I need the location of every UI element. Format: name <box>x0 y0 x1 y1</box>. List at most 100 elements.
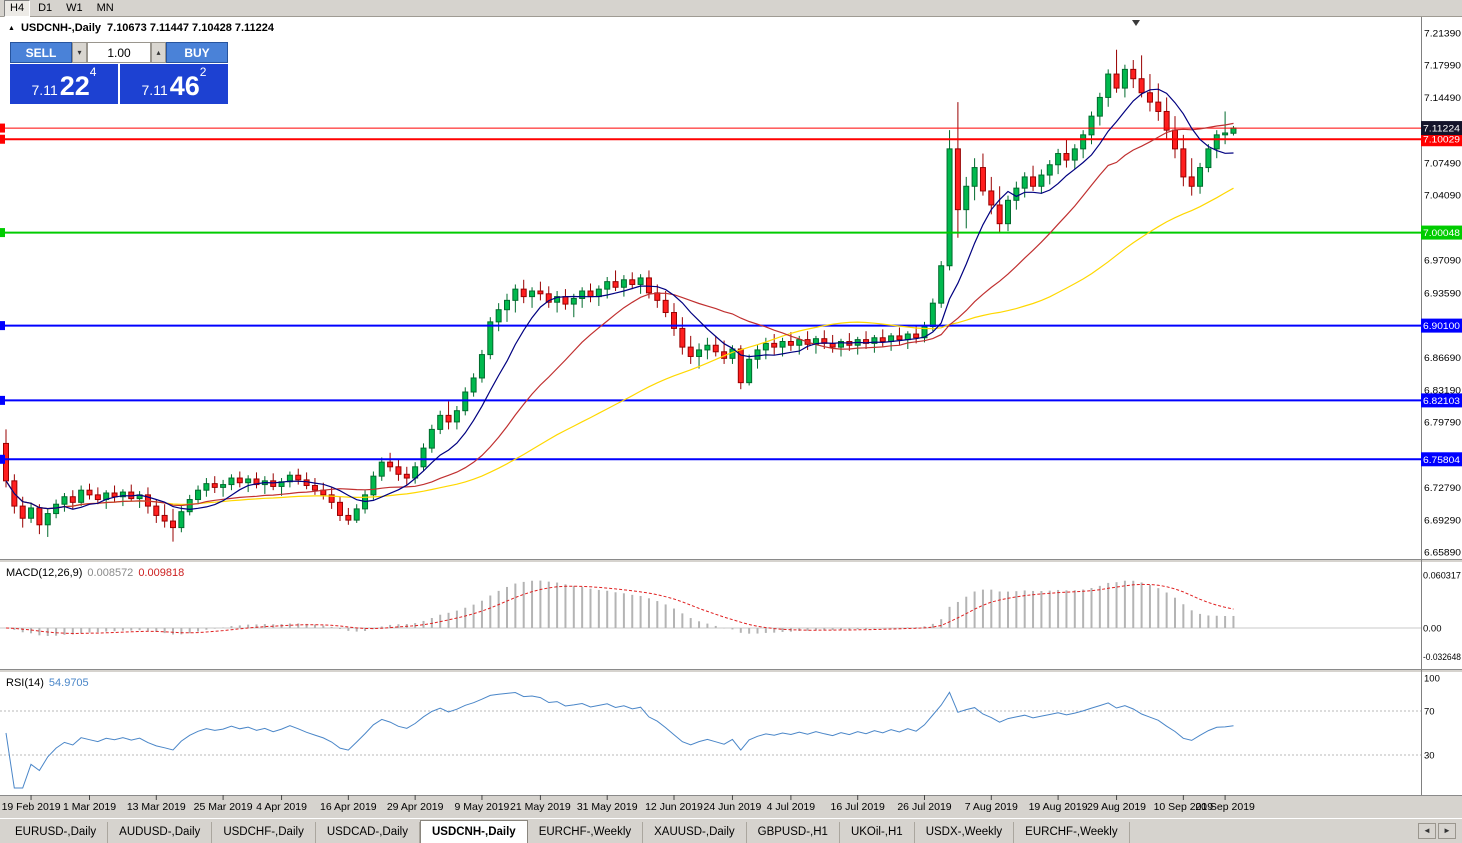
svg-text:16 Apr 2019: 16 Apr 2019 <box>320 801 377 813</box>
ohlc-values: 7.10673 7.11447 7.10428 7.11224 <box>107 22 275 34</box>
svg-text:4 Jul 2019: 4 Jul 2019 <box>767 801 816 813</box>
tab-xauusd-daily[interactable]: XAUUSD-,Daily <box>643 822 747 843</box>
line-left-marker <box>0 134 5 144</box>
price-tag <box>1421 121 1462 136</box>
tabs-scroll-right-icon[interactable]: ► <box>1438 823 1456 839</box>
tab-usdx-weekly[interactable]: USDX-,Weekly <box>915 822 1015 843</box>
svg-text:7.00048: 7.00048 <box>1423 228 1460 239</box>
symbol-marker-icon: ▲ <box>8 24 15 32</box>
svg-text:30: 30 <box>1424 751 1435 762</box>
buy-price-block[interactable]: 7.11 46 2 <box>120 64 228 104</box>
svg-text:19 Feb 2019: 19 Feb 2019 <box>2 801 61 813</box>
svg-text:6.72790: 6.72790 <box>1424 483 1461 494</box>
tab-usdcad-daily[interactable]: USDCAD-,Daily <box>316 822 420 843</box>
svg-text:20 Sep 2019: 20 Sep 2019 <box>1195 801 1255 813</box>
buy-price-sup: 2 <box>199 65 207 79</box>
svg-text:70: 70 <box>1424 707 1435 718</box>
volume-increase-button[interactable]: ▴ <box>151 42 166 63</box>
tabs-scroll-left-icon[interactable]: ◄ <box>1418 823 1436 839</box>
svg-text:6.93590: 6.93590 <box>1424 288 1461 299</box>
macd-signal-value: 0.009818 <box>138 567 185 579</box>
ma-45-line <box>5 187 1234 510</box>
svg-text:6.83190: 6.83190 <box>1424 386 1461 397</box>
tab-gbpusd-h1[interactable]: GBPUSD-,H1 <box>747 822 840 843</box>
buy-price-big: 46 <box>169 71 200 101</box>
svg-text:6.82103: 6.82103 <box>1423 396 1460 407</box>
svg-text:6.75804: 6.75804 <box>1423 455 1460 466</box>
rsi-value: 54.9705 <box>48 677 89 689</box>
tab-scroll-controls: ◄ ► <box>1418 823 1462 843</box>
price-panel <box>0 49 1421 542</box>
tab-eurchf-weekly[interactable]: EURCHF-,Weekly <box>528 822 644 843</box>
tab-ukoil-h1[interactable]: UKOil-,H1 <box>840 822 915 843</box>
volume-input[interactable] <box>87 42 151 63</box>
price-tag <box>1421 393 1462 408</box>
buy-price-small: 7.11 <box>141 82 168 98</box>
svg-text:-0.032648: -0.032648 <box>1423 652 1461 663</box>
chart-title: ▲ USDCNH-,Daily 7.10673 7.11447 7.10428 … <box>8 22 274 34</box>
svg-text:21 May 2019: 21 May 2019 <box>510 801 571 813</box>
svg-text:10 Sep 2019: 10 Sep 2019 <box>1154 801 1214 813</box>
chart-shift-icon <box>1132 20 1140 26</box>
sell-price-block[interactable]: 7.11 22 4 <box>10 64 118 104</box>
svg-text:7.10029: 7.10029 <box>1423 135 1460 146</box>
svg-text:31 May 2019: 31 May 2019 <box>577 801 638 813</box>
svg-text:16 Jul 2019: 16 Jul 2019 <box>831 801 885 813</box>
price-tag <box>1421 225 1462 240</box>
trade-prices-row: 7.11 22 4 7.11 46 2 <box>10 64 228 104</box>
svg-text:9 May 2019: 9 May 2019 <box>455 801 510 813</box>
svg-text:24 Jun 2019: 24 Jun 2019 <box>704 801 762 813</box>
timeframe-d1-button[interactable]: D1 <box>38 1 53 14</box>
svg-text:29 Aug 2019: 29 Aug 2019 <box>1087 801 1146 813</box>
svg-text:7.11224: 7.11224 <box>1423 124 1460 135</box>
rsi-name: RSI(14) <box>6 677 44 689</box>
svg-text:26 Jul 2019: 26 Jul 2019 <box>897 801 951 813</box>
svg-text:7 Aug 2019: 7 Aug 2019 <box>965 801 1018 813</box>
tab-audusd-daily[interactable]: AUDUSD-,Daily <box>108 822 213 843</box>
line-left-marker <box>0 228 5 238</box>
trade-controls-row: SELL ▾ ▴ BUY <box>10 42 228 63</box>
macd-name: MACD(12,26,9) <box>6 567 83 579</box>
svg-text:19 Aug 2019: 19 Aug 2019 <box>1029 801 1088 813</box>
timeframe-w1-button[interactable]: W1 <box>66 1 83 14</box>
tab-eurusd-daily[interactable]: EURUSD-,Daily <box>4 822 109 843</box>
chart-tabs-bar: EURUSD-,Daily AUDUSD-,Daily USDCHF-,Daily U… <box>0 818 1462 843</box>
svg-text:7.21390: 7.21390 <box>1424 29 1461 40</box>
price-tag <box>1421 318 1462 333</box>
rsi-panel <box>0 691 1421 789</box>
tab-usdchf-daily[interactable]: USDCHF-,Daily <box>212 822 316 843</box>
price-tag <box>1421 452 1462 467</box>
sell-button[interactable]: SELL <box>10 42 72 63</box>
svg-text:29 Apr 2019: 29 Apr 2019 <box>387 801 444 813</box>
macd-panel <box>0 580 1421 636</box>
line-left-marker <box>0 321 5 331</box>
time-axis-strip <box>0 795 1462 818</box>
timeframe-h4-button[interactable]: H4 <box>4 0 31 17</box>
svg-text:6.79790: 6.79790 <box>1424 418 1461 429</box>
svg-text:6.65890: 6.65890 <box>1424 548 1461 559</box>
tab-usdcnh-daily[interactable]: USDCNH-,Daily <box>419 820 528 843</box>
ma-8-line <box>5 88 1234 511</box>
svg-text:7.14490: 7.14490 <box>1424 93 1461 104</box>
svg-text:0.060317: 0.060317 <box>1423 570 1461 581</box>
line-left-marker <box>0 454 5 464</box>
svg-text:12 Jun 2019: 12 Jun 2019 <box>645 801 703 813</box>
tab-eurchf-weekly[interactable]: EURCHF-,Weekly <box>1014 822 1130 843</box>
sell-price-sup: 4 <box>89 65 97 79</box>
svg-text:6.97090: 6.97090 <box>1424 256 1461 267</box>
svg-text:1 Mar 2019: 1 Mar 2019 <box>63 801 116 813</box>
svg-text:13 Mar 2019: 13 Mar 2019 <box>127 801 186 813</box>
rsi-line <box>5 691 1234 789</box>
price-tag <box>1421 132 1462 147</box>
buy-button[interactable]: BUY <box>166 42 228 63</box>
symbol-period-label: USDCNH-,Daily <box>20 22 102 34</box>
macd-indicator-label: MACD(12,26,9) 0.008572 0.009818 <box>6 567 184 579</box>
macd-signal-line <box>5 583 1234 635</box>
svg-text:0.00: 0.00 <box>1423 624 1442 635</box>
svg-text:4 Apr 2019: 4 Apr 2019 <box>256 801 307 813</box>
timeframe-mn-button[interactable]: MN <box>96 1 114 14</box>
svg-text:6.90100: 6.90100 <box>1423 321 1460 332</box>
volume-decrease-button[interactable]: ▾ <box>72 42 87 63</box>
